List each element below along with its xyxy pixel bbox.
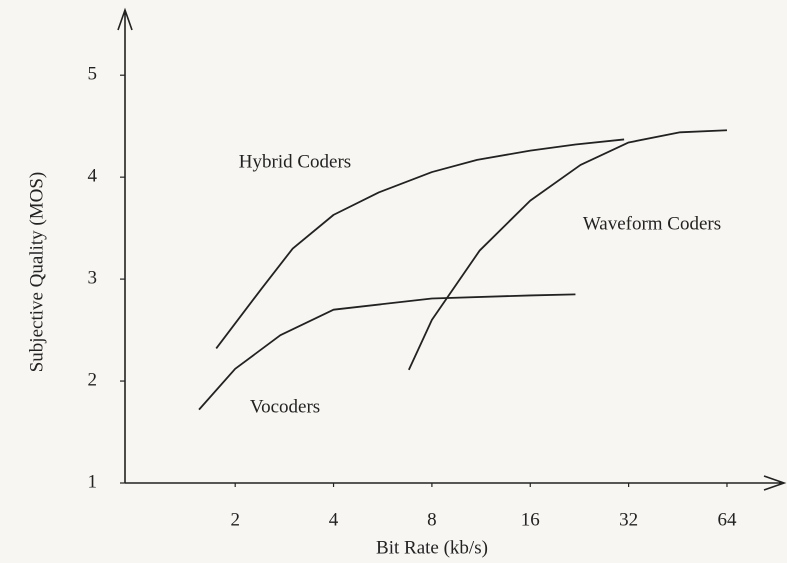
x-tick-label: 2	[230, 509, 240, 530]
series-label: Waveform Coders	[583, 213, 721, 234]
x-tick-label: 32	[619, 509, 638, 530]
x-axis	[125, 475, 787, 491]
y-tick-label: 2	[88, 369, 98, 390]
series-line	[408, 129, 728, 371]
series-line	[215, 138, 625, 349]
x-tick-label: 64	[717, 509, 737, 530]
y-axis-label: Subjective Quality (MOS)	[26, 172, 47, 373]
y-tick-label: 5	[88, 64, 98, 85]
series-line	[198, 293, 576, 411]
x-axis-label: Bit Rate (kb/s)	[376, 537, 488, 558]
x-tick-label: 8	[427, 509, 437, 530]
series-label: Vocoders	[250, 396, 320, 417]
y-tick-label: 4	[88, 166, 98, 187]
y-axis	[117, 7, 133, 483]
y-tick-label: 1	[88, 471, 98, 492]
y-tick-label: 3	[88, 267, 98, 288]
x-tick-label: 16	[521, 509, 540, 530]
x-tick-label: 4	[329, 509, 339, 530]
series-label: Hybrid Coders	[239, 151, 351, 172]
